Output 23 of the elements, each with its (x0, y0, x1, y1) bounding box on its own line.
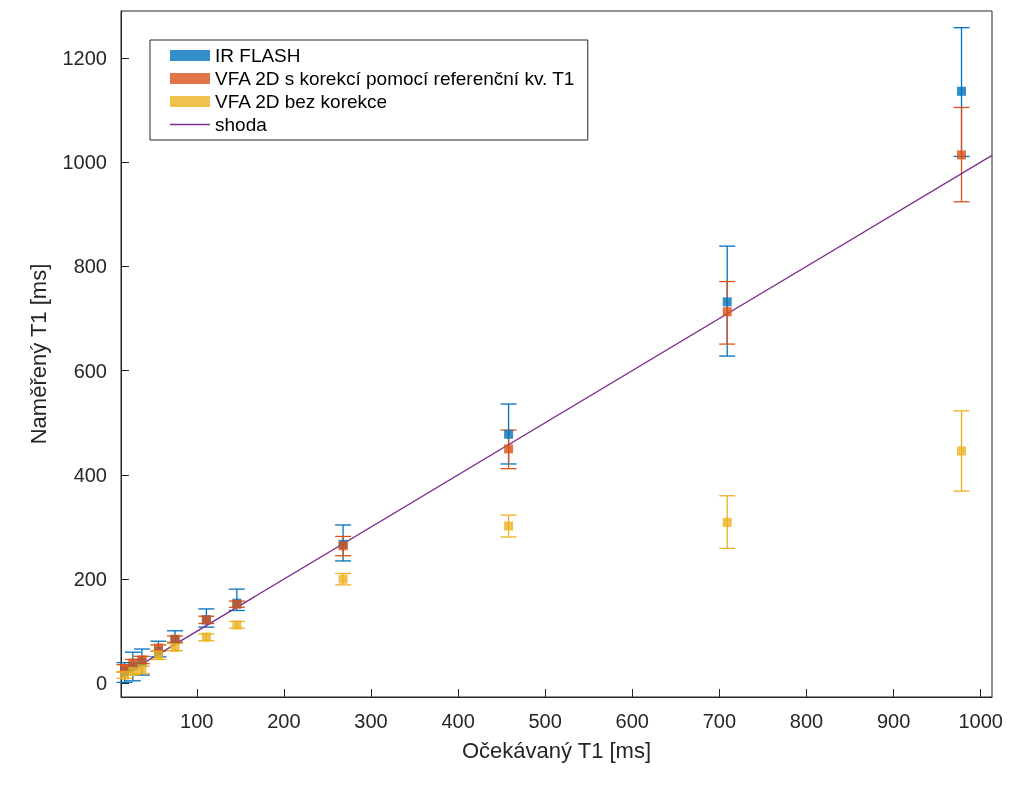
x-tick-label: 300 (354, 710, 388, 732)
x-tick-label: 500 (528, 710, 562, 732)
y-tick-label: 0 (95, 672, 107, 695)
legend-label: VFA 2D bez korekce (215, 91, 388, 112)
x-axis-title: Očekávaný T1 [ms] (461, 737, 652, 763)
y-tick-label: 200 (73, 568, 107, 591)
x-tick-label: 700 (702, 710, 737, 732)
x-tick-label: 800 (789, 710, 824, 732)
x-tick-label: 600 (615, 710, 649, 732)
x-tick-label: 900 (876, 710, 911, 732)
y-tick-label: 800 (73, 255, 107, 278)
legend-label: VFA 2D s korekcí pomocí referenční kv. T1 (215, 68, 575, 89)
x-tick-label: 100 (180, 710, 214, 732)
x-tick-label: 400 (441, 710, 475, 732)
legend-label: IR FLASH (215, 45, 301, 66)
y-tick-label: 1200 (62, 46, 107, 69)
y-tick-label: 600 (73, 359, 107, 382)
legend-label: shoda (215, 114, 268, 135)
x-tick-label: 200 (267, 710, 301, 732)
y-tick-label: 1000 (62, 151, 107, 174)
y-tick-label: 400 (73, 463, 107, 486)
x-tick-label: 1000 (958, 710, 1003, 732)
y-axis-title: Naměřený T1 [ms] (25, 263, 51, 445)
